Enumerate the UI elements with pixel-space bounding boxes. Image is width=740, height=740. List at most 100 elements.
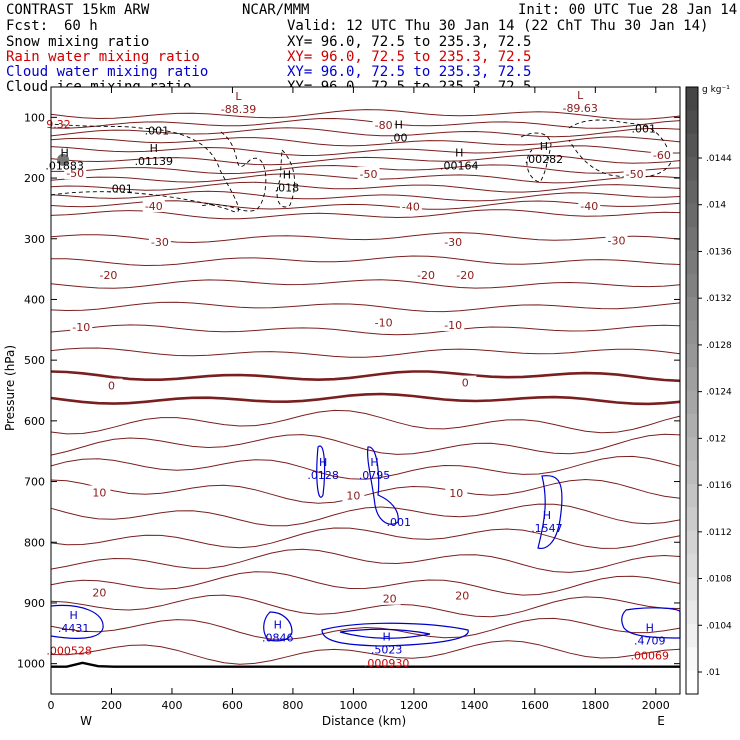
temperature-label-bg bbox=[578, 198, 601, 212]
extremum-value: .00069 bbox=[631, 650, 670, 663]
extremum-value: .001 bbox=[108, 183, 133, 196]
isotherm-line bbox=[50, 127, 681, 138]
colorbar-tick-label: .014 bbox=[706, 201, 726, 211]
colorbar-swatch bbox=[686, 647, 698, 672]
extremum-value: .01883 bbox=[45, 160, 84, 173]
colorbar-swatch bbox=[686, 157, 698, 181]
extremum-marker: H bbox=[646, 621, 654, 634]
temperature-label: -50 bbox=[360, 168, 378, 181]
x-tick-label: 1400 bbox=[460, 699, 488, 712]
extremum-value: .0795 bbox=[359, 469, 391, 482]
extremum-marker: H bbox=[395, 119, 403, 132]
y-tick-label: 700 bbox=[24, 476, 45, 489]
temperature-label-bg bbox=[372, 118, 395, 132]
colorbar-swatch bbox=[686, 577, 698, 602]
temperature-label: -10 bbox=[375, 317, 393, 330]
temperature-label-bg bbox=[357, 166, 380, 180]
colorbar-frame bbox=[685, 86, 699, 695]
extremum-value: .001 bbox=[145, 124, 170, 137]
colorbar-swatch bbox=[686, 670, 698, 695]
extremum-value: .4709 bbox=[634, 634, 666, 647]
isotherm-line bbox=[50, 181, 681, 193]
colorbar-swatch bbox=[686, 273, 698, 298]
temperature-label-bg bbox=[445, 486, 468, 500]
extremum-value: .4431 bbox=[58, 622, 90, 635]
x-tick-label: 200 bbox=[101, 699, 122, 712]
extremum-marker: L bbox=[235, 90, 242, 103]
temperature-label: -30 bbox=[444, 236, 462, 249]
isotherm-line bbox=[50, 301, 681, 313]
temperature-label-bg bbox=[88, 485, 111, 499]
extremum-value: .01139 bbox=[135, 155, 174, 168]
colorbar-tick-label: .0112 bbox=[706, 528, 732, 538]
y-tick-label: 600 bbox=[24, 415, 45, 428]
temperature-label-bg bbox=[342, 488, 365, 502]
dashed-contour bbox=[520, 132, 552, 183]
colorbar-tick-label: .0136 bbox=[706, 247, 732, 257]
extremum-value: .018 bbox=[275, 182, 300, 195]
extremum-marker: H bbox=[540, 140, 548, 153]
isotherm-line bbox=[50, 455, 681, 480]
colorbar-swatch bbox=[686, 530, 698, 555]
cloud-water-contour bbox=[537, 475, 563, 549]
legend-entry-coords: XY= 96.0, 72.5 to 235.3, 72.5 bbox=[287, 64, 531, 80]
cloud-water-contour bbox=[50, 604, 104, 639]
colorbar-swatch bbox=[686, 437, 698, 462]
extremum-value: -89.63 bbox=[562, 102, 597, 115]
x-tick-label: 1200 bbox=[400, 699, 428, 712]
x-tick-label: 800 bbox=[282, 699, 303, 712]
extremum-marker: L bbox=[577, 89, 584, 102]
cloud-water-contour bbox=[621, 607, 681, 639]
y-tick-label: 900 bbox=[24, 597, 45, 610]
extremum-marker: H bbox=[319, 456, 327, 469]
temperature-label-bg bbox=[605, 233, 628, 247]
isotherm-line bbox=[50, 392, 681, 406]
temperature-label: -50 bbox=[66, 167, 84, 180]
x-tick-label: 1600 bbox=[521, 699, 549, 712]
init-time: Init: 00 UTC Tue 28 Jan 14 bbox=[518, 2, 737, 18]
legend-entry-name: Rain water mixing ratio bbox=[6, 49, 200, 65]
isotherm-line bbox=[50, 617, 681, 641]
y-tick-label: 1000 bbox=[17, 658, 45, 671]
extremum-value: .00 bbox=[390, 132, 408, 145]
extremum-value: .00282 bbox=[525, 153, 564, 166]
isotherm-line bbox=[50, 640, 681, 665]
temperature-label: -50 bbox=[626, 168, 644, 181]
temperature-label-bg bbox=[451, 588, 474, 602]
temperature-label-bg bbox=[97, 268, 120, 282]
center-title: NCAR/MMM bbox=[242, 2, 309, 18]
temperature-label-bg bbox=[442, 317, 465, 331]
extremum-value: .000930 bbox=[364, 657, 410, 670]
extremum-value: .00164 bbox=[440, 160, 479, 173]
colorbar-swatch bbox=[686, 483, 698, 508]
dashed-contour bbox=[199, 131, 267, 212]
isotherm-line bbox=[50, 145, 680, 157]
y-tick-label: 100 bbox=[24, 111, 45, 124]
x-tick-label: 1000 bbox=[339, 699, 367, 712]
isotherm-line bbox=[50, 190, 681, 202]
temperature-label-bg bbox=[454, 268, 477, 282]
extremum-marker: H bbox=[455, 147, 463, 160]
temperature-label: -10 bbox=[444, 319, 462, 332]
extremum-value: .5023 bbox=[371, 643, 403, 656]
dashed-contour bbox=[50, 123, 239, 213]
isotherm-line bbox=[50, 324, 681, 336]
y-tick-label: 400 bbox=[24, 293, 45, 306]
extremum-value: .0128 bbox=[307, 469, 339, 482]
cloud-water-contour bbox=[339, 628, 431, 639]
x-tick-label: 2000 bbox=[642, 699, 670, 712]
y-tick-label: 500 bbox=[24, 354, 45, 367]
colorbar-swatch bbox=[686, 320, 698, 345]
temperature-label-bg bbox=[64, 166, 87, 180]
x-tick-label: 1800 bbox=[581, 699, 609, 712]
surface-line bbox=[51, 661, 680, 668]
temperature-label: 0 bbox=[108, 380, 115, 393]
temperature-label: -30 bbox=[608, 235, 626, 248]
temperature-label: -60 bbox=[653, 149, 671, 162]
temperature-label-bg bbox=[378, 591, 401, 605]
extremum-value: .000528 bbox=[46, 645, 92, 658]
colorbar-swatch bbox=[686, 413, 698, 438]
temperature-label: 10 bbox=[346, 490, 360, 503]
colorbar-swatch bbox=[686, 180, 698, 205]
